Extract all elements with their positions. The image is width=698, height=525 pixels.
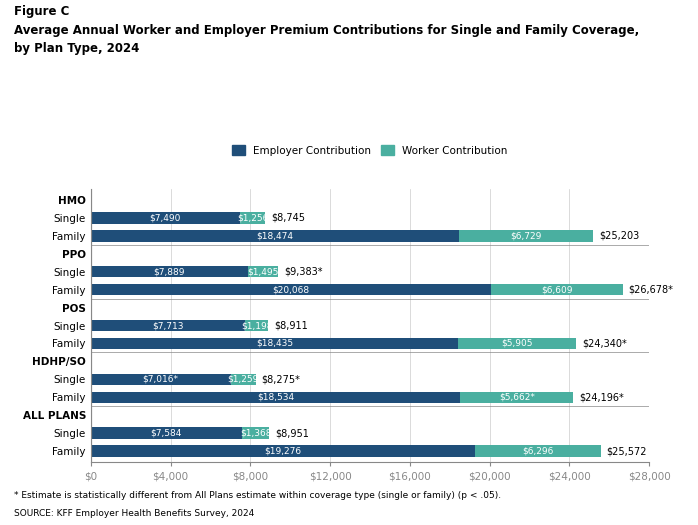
Text: $19,276: $19,276 (265, 447, 302, 456)
Text: $5,905: $5,905 (502, 339, 533, 348)
Bar (91, 266, 248, 277)
Text: $7,713: $7,713 (152, 321, 184, 330)
Bar (459, 230, 593, 242)
Text: $6,609: $6,609 (541, 285, 572, 294)
Text: $24,196*: $24,196* (579, 392, 624, 402)
Bar (91, 445, 475, 457)
Text: $7,490: $7,490 (150, 213, 181, 222)
Text: $18,534: $18,534 (257, 393, 294, 402)
Text: $25,572: $25,572 (607, 446, 647, 456)
Bar (91, 320, 244, 331)
Bar (91, 230, 459, 242)
Text: $25,203: $25,203 (600, 230, 639, 240)
Bar (244, 320, 269, 331)
Text: $24,340*: $24,340* (582, 339, 627, 349)
Text: $6,296: $6,296 (522, 447, 554, 456)
Text: Average Annual Worker and Employer Premium Contributions for Single and Family C: Average Annual Worker and Employer Premi… (14, 24, 639, 37)
Text: $6,729: $6,729 (510, 231, 542, 240)
Text: $8,745: $8,745 (271, 213, 305, 223)
Bar (91, 212, 240, 224)
Bar (461, 392, 573, 403)
Text: $26,678*: $26,678* (629, 285, 674, 295)
Text: $8,951: $8,951 (275, 428, 309, 438)
Text: $8,911: $8,911 (274, 320, 309, 331)
Bar (91, 374, 230, 385)
Text: by Plan Type, 2024: by Plan Type, 2024 (14, 42, 140, 55)
Text: $9,383*: $9,383* (284, 267, 322, 277)
Text: $1,198: $1,198 (241, 321, 272, 330)
Text: * Estimate is statistically different from All Plans estimate within coverage ty: * Estimate is statistically different fr… (14, 491, 501, 500)
Text: $18,435: $18,435 (256, 339, 293, 348)
Bar (91, 338, 459, 349)
Text: SOURCE: KFF Employer Health Benefits Survey, 2024: SOURCE: KFF Employer Health Benefits Sur… (14, 509, 254, 518)
Text: $1,259: $1,259 (228, 375, 259, 384)
Bar (248, 266, 278, 277)
Text: $5,662*: $5,662* (499, 393, 535, 402)
Bar (459, 338, 576, 349)
Text: $7,584: $7,584 (151, 429, 182, 438)
Bar (91, 392, 461, 403)
Bar (240, 212, 265, 224)
Bar (475, 445, 601, 457)
Text: $1,495: $1,495 (247, 267, 279, 276)
Text: $7,016*: $7,016* (142, 375, 179, 384)
Bar (491, 284, 623, 296)
Text: $18,474: $18,474 (256, 231, 293, 240)
Bar (242, 427, 269, 439)
Bar (230, 374, 255, 385)
Bar (91, 427, 242, 439)
Bar (91, 284, 491, 296)
Text: Figure C: Figure C (14, 5, 69, 18)
Text: $1,368: $1,368 (240, 429, 272, 438)
Text: $7,889: $7,889 (154, 267, 185, 276)
Text: $8,275*: $8,275* (262, 374, 301, 384)
Text: $1,256: $1,256 (237, 213, 268, 222)
Text: $20,068: $20,068 (272, 285, 309, 294)
Legend: Employer Contribution, Worker Contribution: Employer Contribution, Worker Contributi… (229, 142, 511, 159)
